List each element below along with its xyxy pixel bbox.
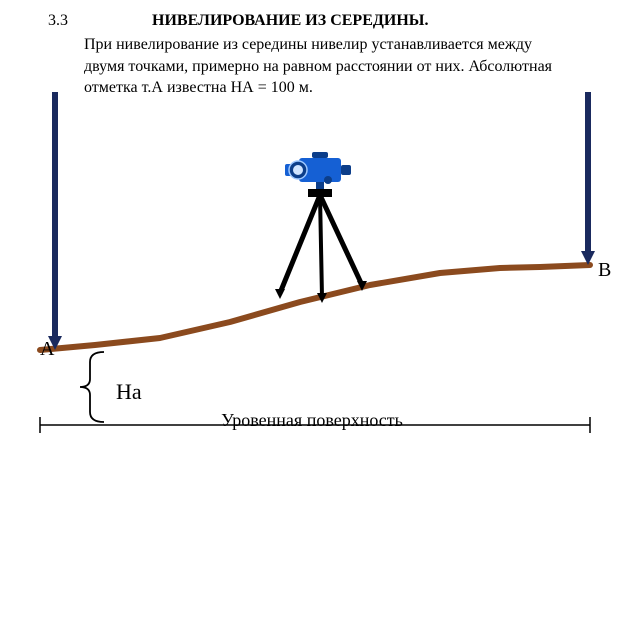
ground-profile [40, 265, 590, 350]
height-a-label: На [116, 379, 142, 405]
staff-right [581, 92, 595, 265]
point-b-label: В [598, 259, 611, 282]
section-number: 3.3 [48, 12, 68, 30]
staff-left [48, 92, 62, 350]
level-surface-label: Уровенная поверхность [0, 410, 624, 431]
level-instrument-icon [285, 152, 351, 189]
point-a-label: А [40, 338, 54, 361]
leveling-diagram [0, 90, 624, 440]
tripod-icon [275, 189, 367, 303]
page-title: НИВЕЛИРОВАНИЕ ИЗ СЕРЕДИНЫ. [152, 12, 428, 30]
